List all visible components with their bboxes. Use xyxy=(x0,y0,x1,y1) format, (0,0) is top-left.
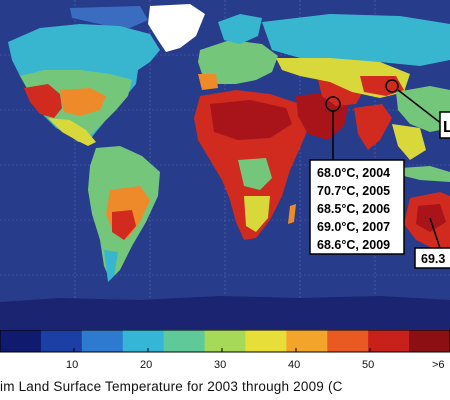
east-asia-record-label: L xyxy=(443,119,450,136)
colorbar-cell xyxy=(409,330,450,352)
antarctica xyxy=(0,296,450,330)
arctic-islands xyxy=(70,6,148,28)
colorbar-gradient xyxy=(0,330,450,352)
sahara-extreme xyxy=(210,100,292,140)
colorbar: 10 20 30 40 50 >6 xyxy=(0,330,450,371)
colorbar-tick-50: 50 xyxy=(362,359,374,371)
colorbar-tick-10: 10 xyxy=(66,359,78,371)
gobi-taklamakan xyxy=(360,76,404,96)
australia-leader xyxy=(429,217,441,249)
record-label-2005: 70.7°C, 2005 xyxy=(317,184,390,198)
patagonia xyxy=(104,250,118,282)
southern-africa xyxy=(244,196,270,232)
southeast-asia xyxy=(392,124,426,160)
mexico xyxy=(48,118,96,146)
records-box xyxy=(309,159,405,255)
colorbar-cell xyxy=(204,330,247,352)
taklamakan-leader xyxy=(397,89,443,125)
central-africa xyxy=(238,158,272,190)
south-america-hot xyxy=(112,210,136,240)
greenland xyxy=(148,4,205,52)
iberia xyxy=(198,74,218,90)
figure-caption: im Land Surface Temperature for 2003 thr… xyxy=(0,379,343,394)
australia-record-box xyxy=(414,247,450,269)
us-central-warm xyxy=(60,88,106,116)
colorbar-cell xyxy=(245,330,287,352)
colorbar-tick-40: 40 xyxy=(288,359,300,371)
taklamakan-marker xyxy=(385,79,399,93)
europe xyxy=(198,40,278,84)
scandinavia xyxy=(218,14,262,44)
colorbar-cell xyxy=(40,330,83,352)
colorbar-cell xyxy=(286,330,328,352)
record-label-2004: 68.0°C, 2004 xyxy=(317,166,390,180)
colorbar-cell xyxy=(163,330,206,352)
siberia xyxy=(262,14,450,66)
australia-record-label: 69.3 xyxy=(421,252,445,266)
record-label-2009: 68.6°C, 2009 xyxy=(317,238,390,252)
colorbar-frame xyxy=(0,330,450,353)
colorbar-cell xyxy=(368,330,410,352)
colorbar-ticks xyxy=(73,348,371,352)
us-southwest-hot xyxy=(24,84,62,118)
record-label-2007: 69.0°C, 2007 xyxy=(317,220,390,234)
indonesia xyxy=(400,166,450,182)
colorbar-tick-max: >6 xyxy=(432,359,445,371)
australia-extreme xyxy=(416,204,446,232)
colorbar-cell xyxy=(327,330,369,352)
colorbar-cell xyxy=(122,330,165,352)
madagascar xyxy=(288,204,296,224)
world-temperature-map: 68.0°C, 2004 70.7°C, 2005 68.5°C, 2006 6… xyxy=(0,0,450,330)
colorbar-tick-30: 30 xyxy=(214,359,226,371)
colorbar-cell xyxy=(81,330,124,352)
record-label-2006: 68.5°C, 2006 xyxy=(317,202,390,216)
colorbar-tick-20: 20 xyxy=(140,359,152,371)
east-asia-record-box xyxy=(439,111,450,139)
india xyxy=(354,104,392,150)
colorbar-cell xyxy=(0,330,42,352)
